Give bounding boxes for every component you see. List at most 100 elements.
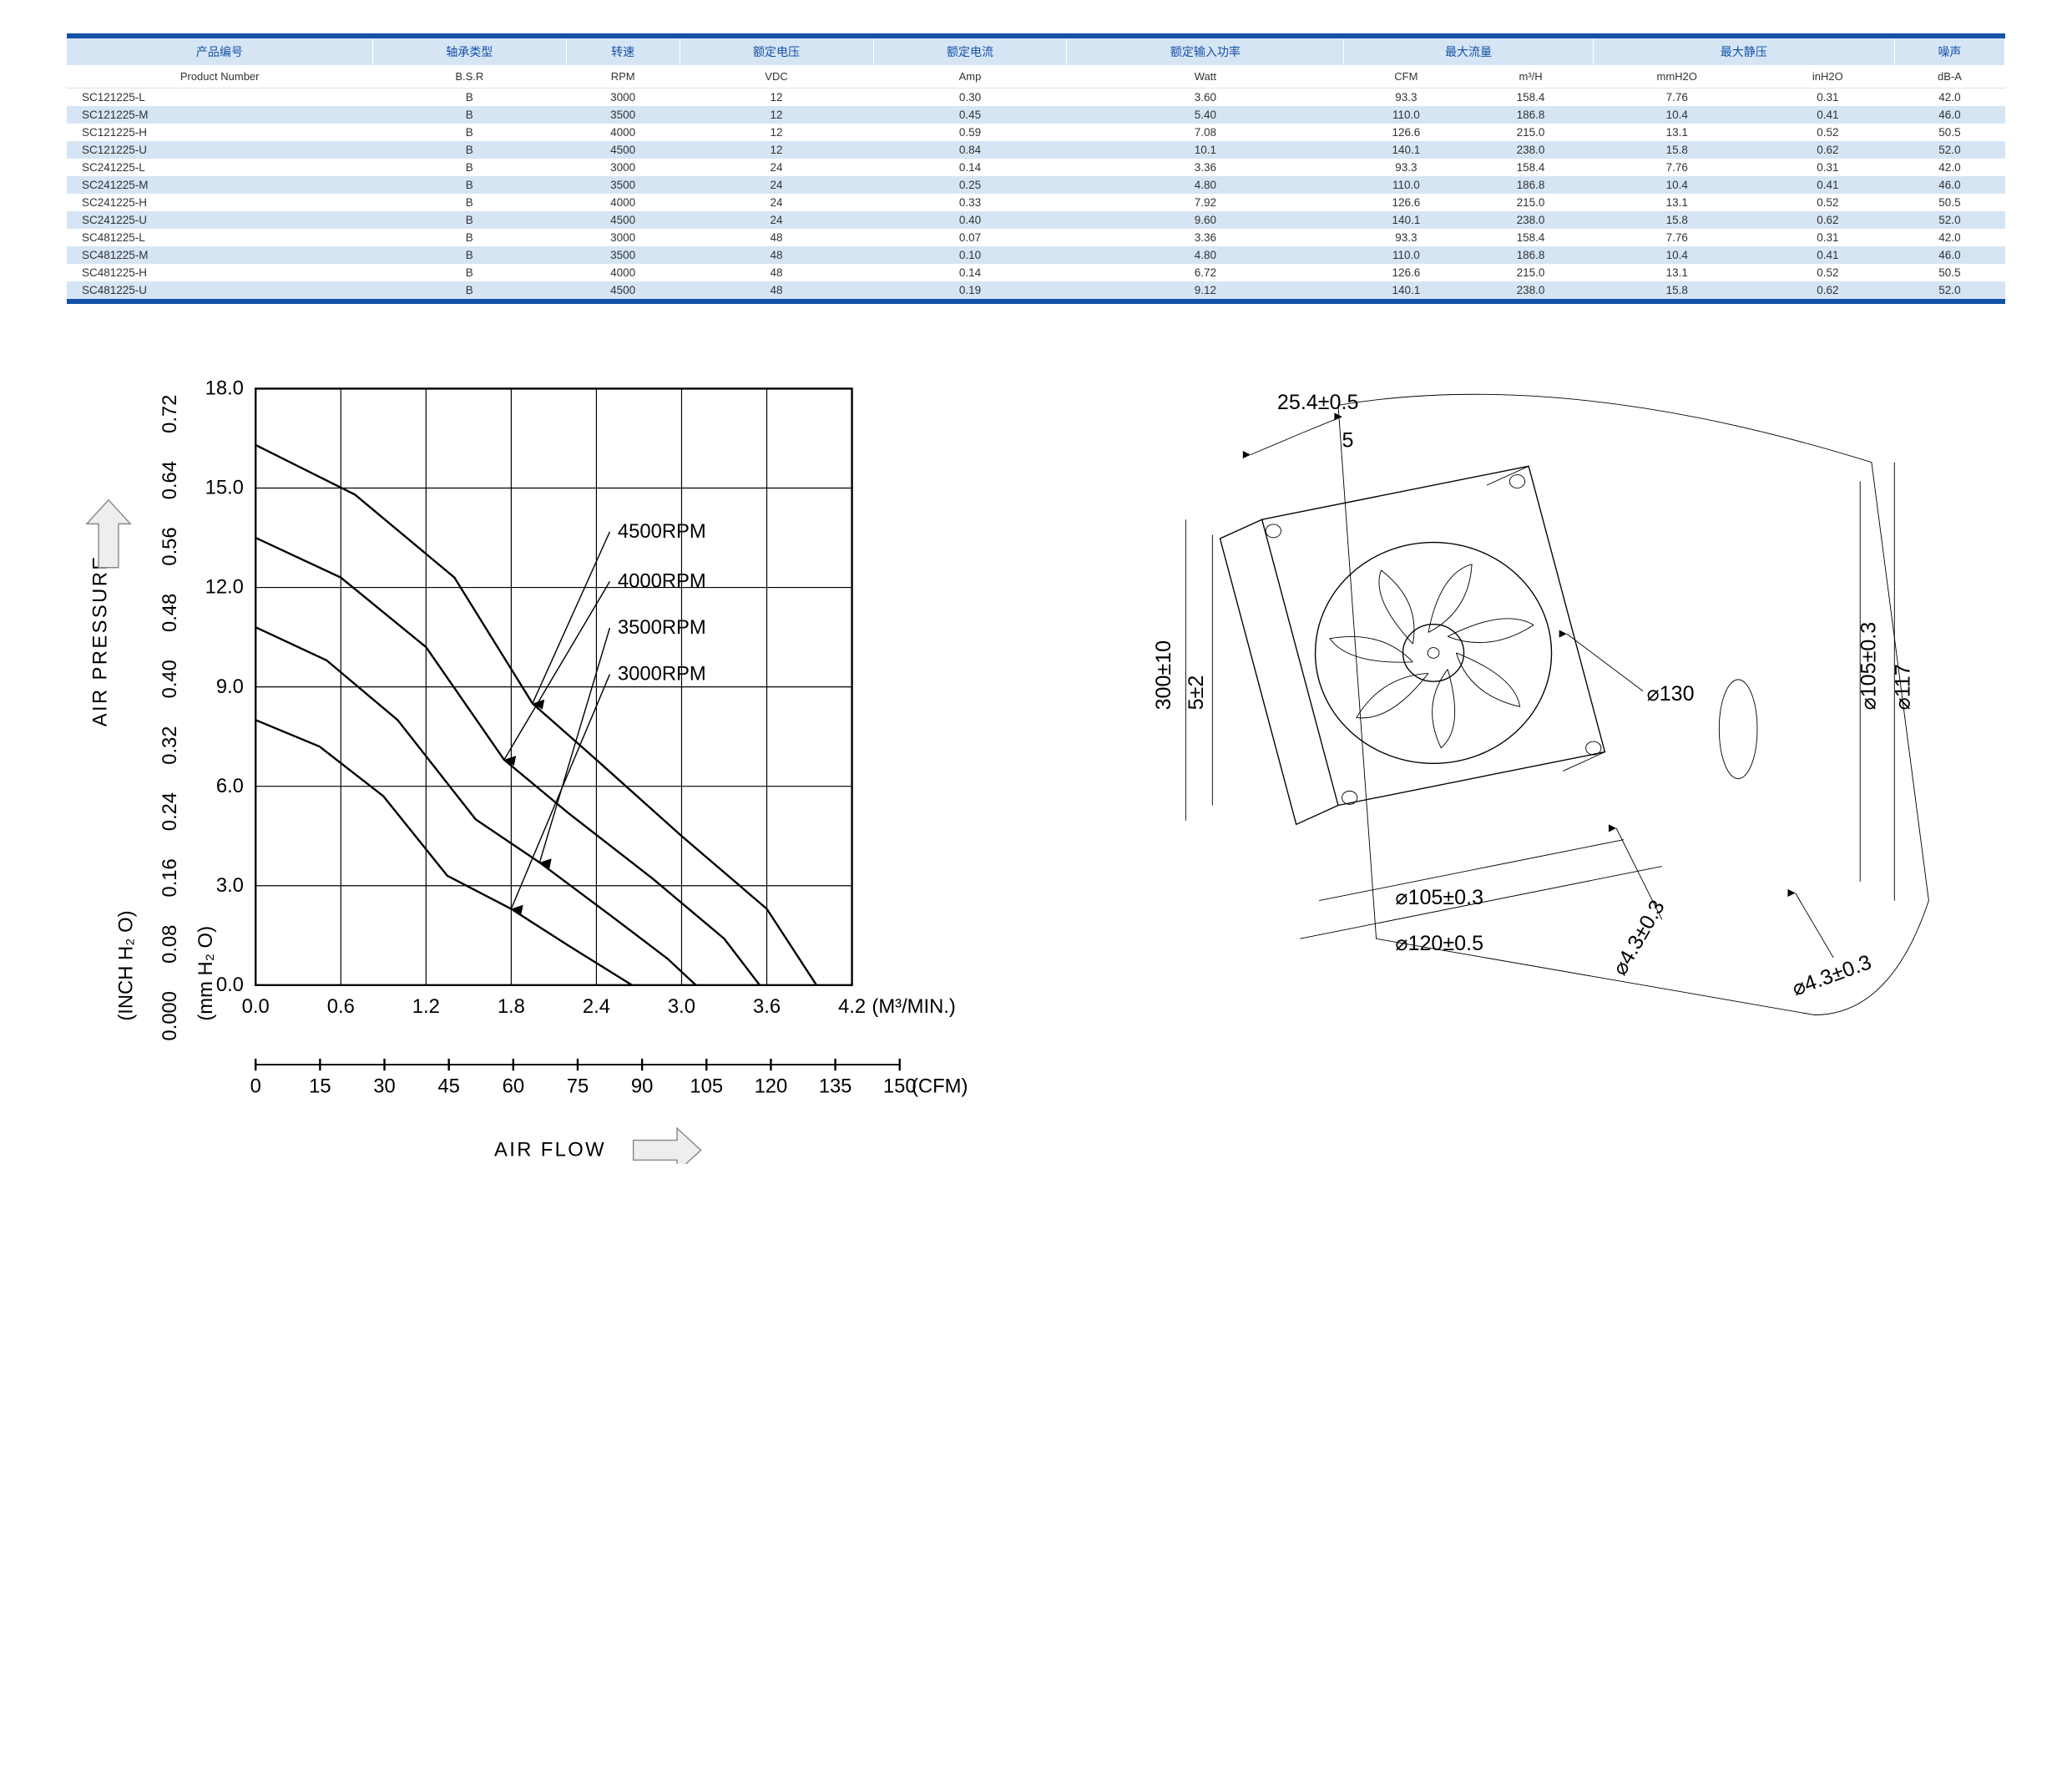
table-cell: 238.0 [1468, 211, 1593, 229]
header-cn-cell: 产品编号 [67, 38, 372, 65]
table-cell: 7.76 [1593, 229, 1761, 246]
svg-text:0.16: 0.16 [159, 858, 181, 897]
svg-text:105: 105 [690, 1075, 723, 1097]
header-en-cell: RPM [566, 65, 680, 89]
svg-text:3.6: 3.6 [753, 995, 781, 1018]
svg-text:3.0: 3.0 [668, 995, 695, 1018]
table-cell: 158.4 [1468, 89, 1593, 107]
spec-table: 产品编号轴承类型转速额定电压额定电流额定输入功率最大流量最大静压噪声 Produ… [67, 38, 2005, 299]
table-cell: SC241225-U [67, 211, 372, 229]
table-cell: 215.0 [1468, 264, 1593, 281]
table-cell: 215.0 [1468, 124, 1593, 141]
svg-text:⌀4.3±0.3: ⌀4.3±0.3 [1789, 950, 1874, 1000]
diagram-svg: 25.4±0.55300±105±2⌀117⌀105±0.3⌀130⌀105±0… [1014, 329, 2005, 1091]
table-cell: 42.0 [1894, 229, 2004, 246]
svg-text:45: 45 [437, 1075, 459, 1097]
header-en-cell: Watt [1067, 65, 1344, 89]
table-cell: 0.59 [873, 124, 1067, 141]
table-cell: 4000 [566, 264, 680, 281]
table-row: SC241225-MB3500240.254.80110.0186.810.40… [67, 176, 2005, 194]
table-cell: SC241225-H [67, 194, 372, 211]
svg-text:0.64: 0.64 [159, 461, 181, 499]
table-cell: 4500 [566, 211, 680, 229]
table-cell: 3.60 [1067, 89, 1344, 107]
svg-text:⌀105±0.3: ⌀105±0.3 [1857, 622, 1881, 711]
table-cell: 3500 [566, 176, 680, 194]
svg-text:12.0: 12.0 [205, 576, 244, 599]
header-cn-cell: 额定电流 [873, 38, 1067, 65]
svg-text:5: 5 [1342, 428, 1354, 452]
header-en-cell: dB-A [1894, 65, 2004, 89]
svg-text:90: 90 [631, 1075, 653, 1097]
svg-text:15.0: 15.0 [205, 477, 244, 499]
svg-text:0.000: 0.000 [159, 991, 181, 1041]
svg-text:120: 120 [755, 1075, 788, 1097]
svg-text:(INCH H₂ O): (INCH H₂ O) [115, 910, 138, 1020]
table-cell: SC241225-L [67, 159, 372, 176]
table-cell: 110.0 [1344, 106, 1468, 124]
svg-text:60: 60 [503, 1075, 524, 1097]
table-cell: 3500 [566, 246, 680, 264]
table-row: SC241225-HB4000240.337.92126.6215.013.10… [67, 194, 2005, 211]
svg-text:0.56: 0.56 [159, 527, 181, 565]
svg-text:⌀117: ⌀117 [1892, 664, 1915, 710]
svg-text:15: 15 [309, 1075, 331, 1097]
svg-text:0.0: 0.0 [242, 995, 270, 1018]
table-cell: 110.0 [1344, 246, 1468, 264]
svg-text:18.0: 18.0 [205, 377, 244, 400]
table-cell: B [372, 124, 566, 141]
table-cell: 46.0 [1894, 106, 2004, 124]
svg-text:4.2: 4.2 [838, 995, 866, 1018]
table-cell: 4500 [566, 281, 680, 299]
svg-text:(CFM): (CFM) [912, 1075, 968, 1097]
table-cell: 50.5 [1894, 194, 2004, 211]
table-row: SC241225-UB4500240.409.60140.1238.015.80… [67, 211, 2005, 229]
table-cell: 0.40 [873, 211, 1067, 229]
header-en-cell: VDC [680, 65, 873, 89]
header-en-cell: mmH2O [1593, 65, 1761, 89]
header-en-cell: CFM [1344, 65, 1468, 89]
svg-text:0.32: 0.32 [159, 726, 181, 764]
table-cell: 15.8 [1593, 211, 1761, 229]
table-cell: 3.36 [1067, 229, 1344, 246]
header-cn-cell: 噪声 [1894, 38, 2004, 65]
table-row: SC481225-LB3000480.073.3693.3158.47.760.… [67, 229, 2005, 246]
header-en-cell: Amp [873, 65, 1067, 89]
table-cell: 48 [680, 246, 873, 264]
table-cell: B [372, 246, 566, 264]
table-cell: 13.1 [1593, 264, 1761, 281]
table-cell: 158.4 [1468, 159, 1593, 176]
svg-text:⌀4.3±0.3: ⌀4.3±0.3 [1609, 896, 1670, 979]
svg-text:0.08: 0.08 [159, 925, 181, 964]
table-cell: 0.10 [873, 246, 1067, 264]
table-cell: B [372, 176, 566, 194]
svg-text:9.0: 9.0 [216, 675, 244, 698]
table-cell: 12 [680, 124, 873, 141]
svg-text:4500RPM: 4500RPM [618, 520, 706, 543]
table-cell: 24 [680, 194, 873, 211]
table-cell: 0.14 [873, 159, 1067, 176]
table-cell: 13.1 [1593, 194, 1761, 211]
header-en-cell: B.S.R [372, 65, 566, 89]
table-cell: 15.8 [1593, 141, 1761, 159]
table-row: SC241225-LB3000240.143.3693.3158.47.760.… [67, 159, 2005, 176]
header-row-en: Product NumberB.S.RRPMVDCAmpWattCFMm³/Hm… [67, 65, 2005, 89]
table-cell: 186.8 [1468, 246, 1593, 264]
svg-text:(M³/MIN.): (M³/MIN.) [872, 995, 955, 1018]
table-cell: 10.4 [1593, 176, 1761, 194]
table-cell: 7.08 [1067, 124, 1344, 141]
table-cell: 12 [680, 89, 873, 107]
table-cell: B [372, 194, 566, 211]
svg-text:25.4±0.5: 25.4±0.5 [1277, 391, 1359, 414]
table-cell: 215.0 [1468, 194, 1593, 211]
table-cell: 0.31 [1761, 89, 1894, 107]
svg-text:3500RPM: 3500RPM [618, 616, 706, 639]
chart-svg: 0.00.61.21.82.43.03.64.20.03.06.09.012.0… [67, 329, 981, 1164]
table-row: SC121225-UB4500120.8410.1140.1238.015.80… [67, 141, 2005, 159]
svg-text:5±2: 5±2 [1185, 675, 1208, 711]
table-cell: 93.3 [1344, 89, 1468, 107]
svg-text:AIR PRESSURE: AIR PRESSURE [89, 554, 112, 726]
table-cell: 0.30 [873, 89, 1067, 107]
table-cell: 48 [680, 264, 873, 281]
table-cell: 140.1 [1344, 281, 1468, 299]
